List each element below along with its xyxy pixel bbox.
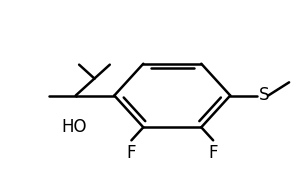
Text: F: F xyxy=(127,144,136,162)
Text: S: S xyxy=(259,87,269,104)
Text: HO: HO xyxy=(61,118,87,136)
Text: F: F xyxy=(208,144,218,162)
